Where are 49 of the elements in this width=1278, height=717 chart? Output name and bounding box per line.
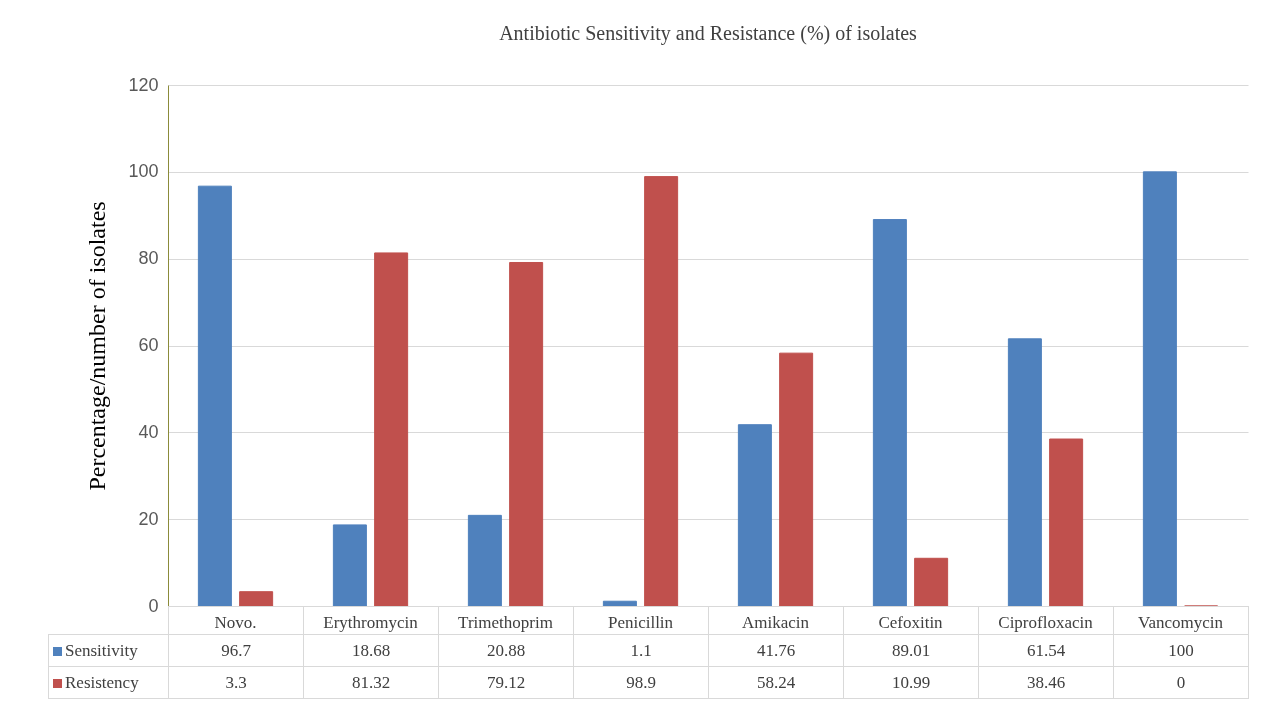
bar: [239, 591, 274, 607]
y-tick-label: 40: [138, 421, 159, 442]
bar: [737, 424, 772, 607]
data-label: 3.3: [168, 666, 304, 699]
bar: [197, 185, 232, 607]
bar: [509, 261, 544, 607]
data-label: 79.12: [438, 666, 574, 699]
x-tick-label: Vancomycin: [1138, 612, 1224, 632]
bar: [779, 352, 814, 607]
bar: [872, 219, 907, 607]
x-tick-label: Cefoxitin: [878, 612, 944, 632]
y-axis-title: Percentage/number of isolates: [84, 201, 111, 491]
data-label: 61.54: [978, 634, 1114, 667]
bar: [332, 524, 367, 607]
x-tick-label: Amikacin: [741, 612, 810, 632]
bar: [1142, 171, 1177, 607]
legend-label: Sensitivity: [65, 640, 138, 660]
x-tick-label: Penicillin: [607, 612, 674, 632]
bar: [374, 252, 409, 607]
x-tick-label: Erythromycin: [323, 612, 419, 632]
bar: [644, 176, 679, 607]
data-label: 20.88: [438, 634, 574, 667]
bar: [914, 557, 949, 607]
bar: [1007, 338, 1042, 607]
y-tick-label: 60: [138, 335, 159, 355]
data-label: 96.7: [168, 634, 304, 667]
data-label: 98.9: [573, 666, 709, 699]
x-tick-label: Ciprofloxacin: [998, 612, 1094, 632]
data-label: 89.01: [843, 634, 979, 667]
y-tick-label: 80: [138, 248, 159, 269]
x-tick-label: Trimethoprim: [458, 612, 553, 632]
legend-label: Resistency: [65, 672, 139, 692]
data-label: 41.76: [708, 634, 844, 667]
data-label: 0: [1113, 666, 1249, 699]
y-tick-label: 20: [138, 508, 159, 529]
data-label: 81.32: [303, 666, 439, 699]
data-label: 58.24: [708, 666, 844, 699]
y-tick-label: 0: [148, 595, 159, 616]
data-label: 1.1: [573, 634, 709, 667]
y-tick-label: 100: [128, 161, 159, 182]
bar: [467, 514, 502, 607]
data-label: 38.46: [978, 666, 1114, 699]
x-tick-label: Novo.: [214, 612, 257, 632]
bar: [1049, 438, 1084, 607]
data-label: 100: [1113, 634, 1249, 667]
y-tick-label: 120: [128, 74, 159, 95]
chart-title: Antibiotic Sensitivity and Resistance (%) of isolates: [499, 22, 918, 45]
data-label: 18.68: [303, 634, 439, 667]
data-label: 10.99: [843, 666, 979, 699]
